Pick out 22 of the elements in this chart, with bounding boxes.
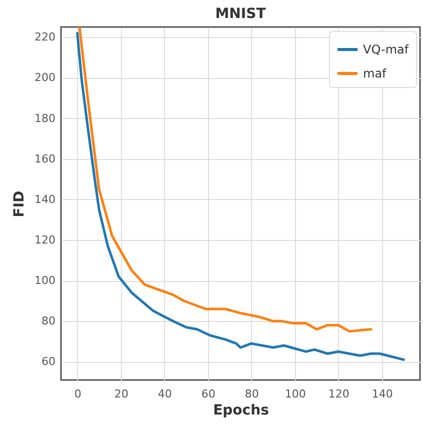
x-tick-label: 0 bbox=[74, 388, 82, 400]
legend-label: maf bbox=[363, 66, 388, 80]
y-tick-label: 200 bbox=[34, 71, 56, 84]
x-axis-title: Epochs bbox=[213, 402, 269, 418]
legend-label: VQ-maf bbox=[363, 42, 410, 56]
x-tick-label: 120 bbox=[328, 388, 350, 400]
y-tick-label: 60 bbox=[42, 355, 56, 368]
x-tick-label: 20 bbox=[114, 388, 128, 400]
chart-title: MNIST bbox=[215, 6, 266, 22]
y-tick-label: 80 bbox=[42, 314, 56, 328]
y-tick-label: 100 bbox=[34, 274, 56, 288]
y-tick-label: 180 bbox=[34, 112, 56, 125]
y-tick-label: 160 bbox=[34, 152, 56, 166]
x-tick-label: 40 bbox=[158, 388, 172, 400]
y-tick-label: 220 bbox=[34, 30, 56, 44]
x-tick-label: 100 bbox=[284, 388, 306, 400]
x-tick-label: 80 bbox=[244, 388, 259, 400]
x-tick-label: 60 bbox=[201, 388, 216, 400]
x-tick-label: 140 bbox=[372, 388, 393, 400]
y-axis-title: FID bbox=[12, 190, 28, 218]
y-tick-label: 140 bbox=[34, 192, 56, 206]
y-tick-label: 120 bbox=[34, 234, 56, 247]
